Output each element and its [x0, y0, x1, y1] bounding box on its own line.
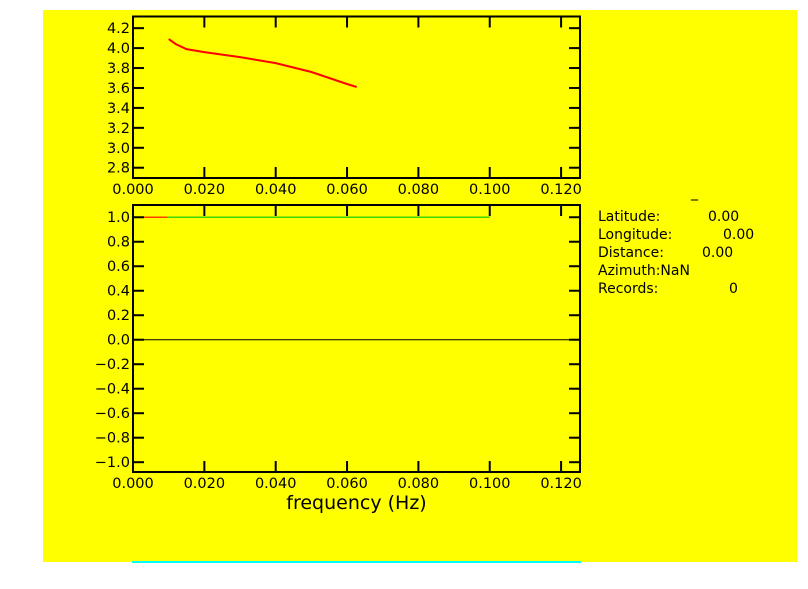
y-tick-label: 3.0 — [107, 141, 130, 157]
x-tick-label: 0.000 — [112, 182, 154, 198]
info-title: _ — [691, 185, 698, 201]
x-tick-label: 0.100 — [469, 476, 511, 492]
y-tick-label: −0.8 — [95, 431, 130, 447]
y-tick-label: 0.0 — [107, 333, 130, 349]
x-axis-label: frequency (Hz) — [286, 492, 426, 514]
x-tick-label: 0.020 — [184, 476, 226, 492]
y-tick-label: 0.4 — [107, 284, 130, 300]
latitude-value: 0.00 — [708, 209, 740, 225]
x-tick-label: 0.020 — [184, 182, 226, 198]
x-tick-label: 0.080 — [398, 476, 440, 492]
y-tick-label: 3.6 — [107, 81, 130, 97]
azimuth-row: Azimuth:NaN — [598, 263, 690, 279]
records-value: 0 — [729, 281, 738, 297]
latitude-row: Latitude: 0.00 — [598, 209, 739, 225]
y-tick-label: 0.6 — [107, 259, 130, 275]
longitude-value: 0.00 — [723, 227, 755, 243]
chart-1: 0.000 0.020 0.040 0.060 0.080 0.100 0.120 2.8 3.… — [107, 15, 582, 198]
y-tick-label: 0.8 — [107, 235, 130, 251]
records-row: Records: 0 — [598, 281, 738, 297]
latitude-label: Latitude: — [598, 209, 661, 225]
distance-label: Distance: — [598, 245, 664, 261]
y-tick-label: −0.4 — [95, 382, 130, 398]
y-tick-label: 3.2 — [107, 121, 130, 137]
axes-frame — [132, 15, 581, 179]
azimuth-label: Azimuth:NaN — [598, 263, 690, 279]
y-tick-label: 4.2 — [107, 21, 130, 37]
x-tick-label: 0.060 — [326, 476, 368, 492]
x-tick-label: 0.040 — [255, 476, 297, 492]
horizontal-scrollbar[interactable] — [132, 561, 581, 563]
y-tick-label: 2.8 — [107, 161, 130, 177]
longitude-label: Longitude: — [598, 227, 673, 243]
chart-2: 0.000 0.020 0.040 0.060 0.080 0.100 0.120 −1.0 −… — [95, 204, 582, 514]
axes-frame — [132, 204, 581, 473]
plot-panel — [43, 10, 797, 562]
x-tick-label: 0.120 — [540, 476, 582, 492]
x-tick-label: 0.040 — [255, 182, 297, 198]
longitude-row: Longitude: 0.00 — [598, 227, 754, 243]
series-line-1 — [168, 38, 357, 88]
x-tick-label: 0.060 — [326, 182, 368, 198]
x-tick-label: 0.120 — [540, 182, 582, 198]
x-tick-label: 0.000 — [112, 476, 154, 492]
y-tick-label: 1.0 — [107, 210, 130, 226]
records-label: Records: — [598, 281, 659, 297]
x-tick-label: 0.080 — [398, 182, 440, 198]
distance-value: 0.00 — [702, 245, 734, 261]
y-tick-label: 3.8 — [107, 61, 130, 77]
y-tick-label: 3.4 — [107, 101, 130, 117]
x-tick-label: 0.100 — [469, 182, 511, 198]
y-tick-label: −1.0 — [95, 455, 130, 471]
y-tick-label: 0.2 — [107, 308, 130, 324]
y-tick-label: 4.0 — [107, 41, 130, 57]
y-tick-label: −0.2 — [95, 357, 130, 373]
y-tick-label: −0.6 — [95, 406, 130, 422]
distance-row: Distance: 0.00 — [598, 245, 733, 261]
